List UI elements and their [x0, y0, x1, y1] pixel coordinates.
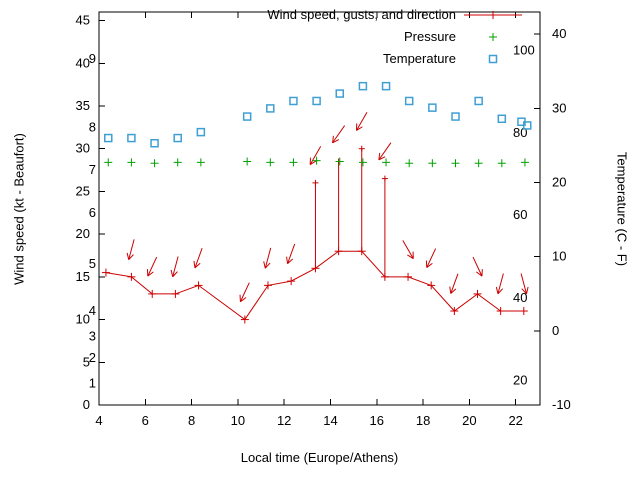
beaufort-scale-label: 7 [89, 162, 96, 177]
fahrenheit-scale-label: 20 [513, 373, 527, 388]
y-left-tick-label: 5 [83, 354, 90, 369]
temperature-series [104, 81, 532, 148]
y-right-tick-label: 30 [552, 100, 566, 115]
y-left-tick-label: 40 [76, 55, 90, 70]
beaufort-scale-label: 2 [89, 350, 96, 365]
beaufort-scale-label: 9 [89, 51, 96, 66]
wind-series [101, 112, 529, 324]
y-left-tick-label: 35 [76, 98, 90, 113]
wind-direction-arrow [495, 273, 504, 295]
wind-direction-arrow [239, 282, 250, 303]
wind-direction-arrow [402, 240, 414, 260]
beaufort-scale-label: 5 [89, 256, 96, 271]
wind-direction-arrow [449, 273, 459, 294]
y-axis-title-left: Wind speed (kt - Beaufort) [11, 133, 27, 285]
x-axis-title: Local time (Europe/Athens) [240, 450, 399, 465]
y-right-tick-label: 10 [552, 249, 566, 264]
wind-direction-arrow [520, 273, 529, 295]
wind-direction-arrow [425, 248, 437, 268]
chart-legend: Wind speed, gusts, and direction Pressur… [0, 4, 456, 70]
wind-direction-arrow [332, 125, 346, 144]
wind-direction-arrow [126, 239, 135, 260]
x-tick-label: 4 [95, 413, 102, 428]
wind-direction-arrow [193, 248, 203, 269]
beaufort-scale-label: 4 [89, 303, 96, 318]
wind-direction-arrow [286, 243, 296, 265]
legend-wind-label: Wind speed, gusts, and direction [267, 7, 456, 22]
beaufort-scale-label: 6 [89, 205, 96, 220]
y-right-tick-label: 0 [552, 323, 559, 338]
fahrenheit-scale-label: 100 [513, 43, 535, 58]
axes: 4 6 8 10 12 14 16 18 20 22051015202530354045-1001… [76, 11, 571, 428]
legend-pressure-label: Pressure [403, 29, 456, 44]
fahrenheit-scale-label: 40 [513, 290, 527, 305]
x-tick-label: 12 [277, 413, 291, 428]
x-tick-label: 18 [416, 413, 430, 428]
beaufort-scale-label: 3 [89, 329, 96, 344]
wind-direction-arrow [170, 256, 179, 278]
wind-direction-arrow [263, 247, 272, 269]
x-tick-label: 20 [462, 413, 476, 428]
y-left-tick-label: 0 [83, 397, 90, 412]
y-left-tick-label: 15 [76, 269, 90, 284]
y-left-tick-label: 10 [76, 312, 90, 327]
legend-key-samples [464, 11, 522, 64]
wind-direction-arrow [355, 112, 368, 131]
pressure-series [104, 156, 529, 168]
x-tick-label: 22 [508, 413, 522, 428]
y-left-tick-label: 20 [76, 226, 90, 241]
fahrenheit-scale-label: 80 [513, 125, 527, 140]
y-left-tick-label: 45 [76, 13, 90, 28]
y-right-tick-label: 40 [552, 26, 566, 41]
y-left-tick-label: 25 [76, 183, 90, 198]
y-left-tick-label: 30 [76, 141, 90, 156]
wind-direction-arrow [146, 256, 158, 277]
x-tick-label: 6 [142, 413, 149, 428]
y-right-tick-label: -10 [552, 397, 571, 412]
beaufort-scale-label: 1 [89, 376, 96, 391]
x-tick-label: 10 [231, 413, 245, 428]
legend-temperature-label: Temperature [383, 51, 456, 66]
wind-direction-arrow [309, 146, 322, 166]
wind-direction-arrow [472, 256, 483, 277]
y-right-tick-label: 20 [552, 175, 566, 190]
y-axis-title-right: Temperature (C - F) [614, 151, 630, 267]
fahrenheit-scale-label: 60 [513, 207, 527, 222]
beaufort-scale-label: 8 [89, 119, 96, 134]
x-tick-label: 16 [370, 413, 384, 428]
wind-direction-arrow [378, 142, 392, 161]
x-tick-label: 14 [323, 413, 337, 428]
x-tick-label: 8 [188, 413, 195, 428]
